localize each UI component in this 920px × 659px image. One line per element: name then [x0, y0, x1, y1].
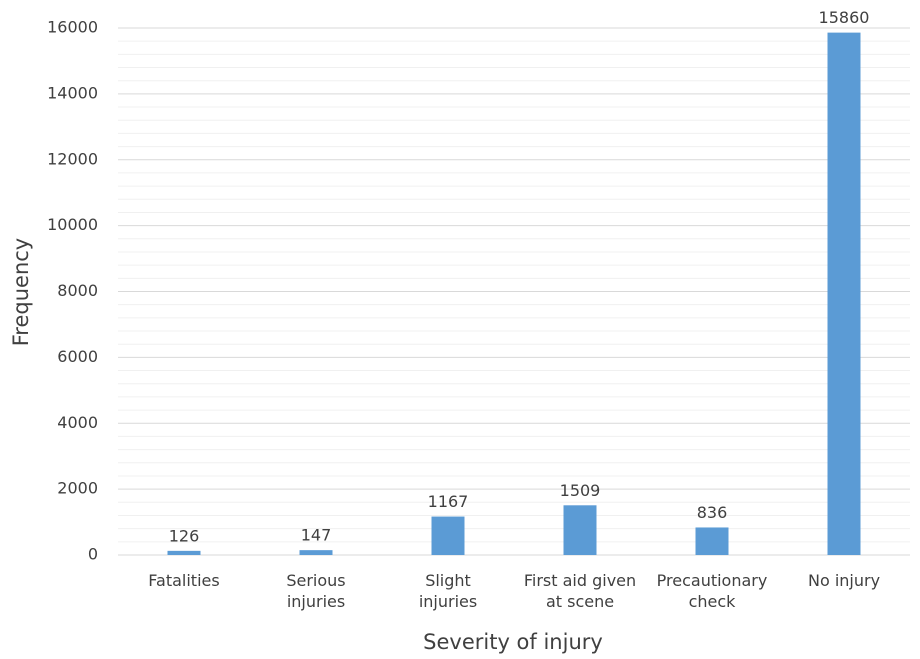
x-tick-label: Slight injuries: [418, 571, 478, 611]
data-label: 1509: [560, 481, 601, 500]
y-axis-title: Frequency: [9, 238, 33, 347]
data-label: 147: [301, 526, 332, 545]
bar: [563, 505, 597, 555]
x-tick-label: Precautionary check: [656, 571, 768, 611]
y-tick-label: 12000: [47, 149, 98, 168]
y-tick-label: 4000: [57, 413, 98, 432]
bar: [167, 550, 201, 555]
y-tick-label: 10000: [47, 215, 98, 234]
bar: [827, 32, 861, 555]
y-tick-label: 2000: [57, 479, 98, 498]
y-tick-label: 14000: [47, 83, 98, 102]
bar: [695, 527, 729, 555]
x-tick-label: Fatalities: [148, 571, 220, 590]
y-tick-label: 16000: [47, 18, 98, 37]
bar: [299, 550, 333, 555]
x-tick-label: No injury: [807, 571, 881, 590]
bar: [431, 516, 465, 555]
data-label: 126: [169, 526, 200, 545]
data-label: 836: [697, 503, 728, 522]
x-tick-label: First aid given at scene: [523, 571, 637, 611]
y-tick-label: 0: [88, 545, 98, 564]
data-label: 1167: [428, 492, 469, 511]
data-label: 15860: [819, 8, 870, 27]
y-tick-label: 6000: [57, 347, 98, 366]
y-tick-label: 8000: [57, 281, 98, 300]
x-axis-title: Severity of injury: [423, 630, 603, 654]
x-tick-label: Serious injuries: [286, 571, 346, 611]
